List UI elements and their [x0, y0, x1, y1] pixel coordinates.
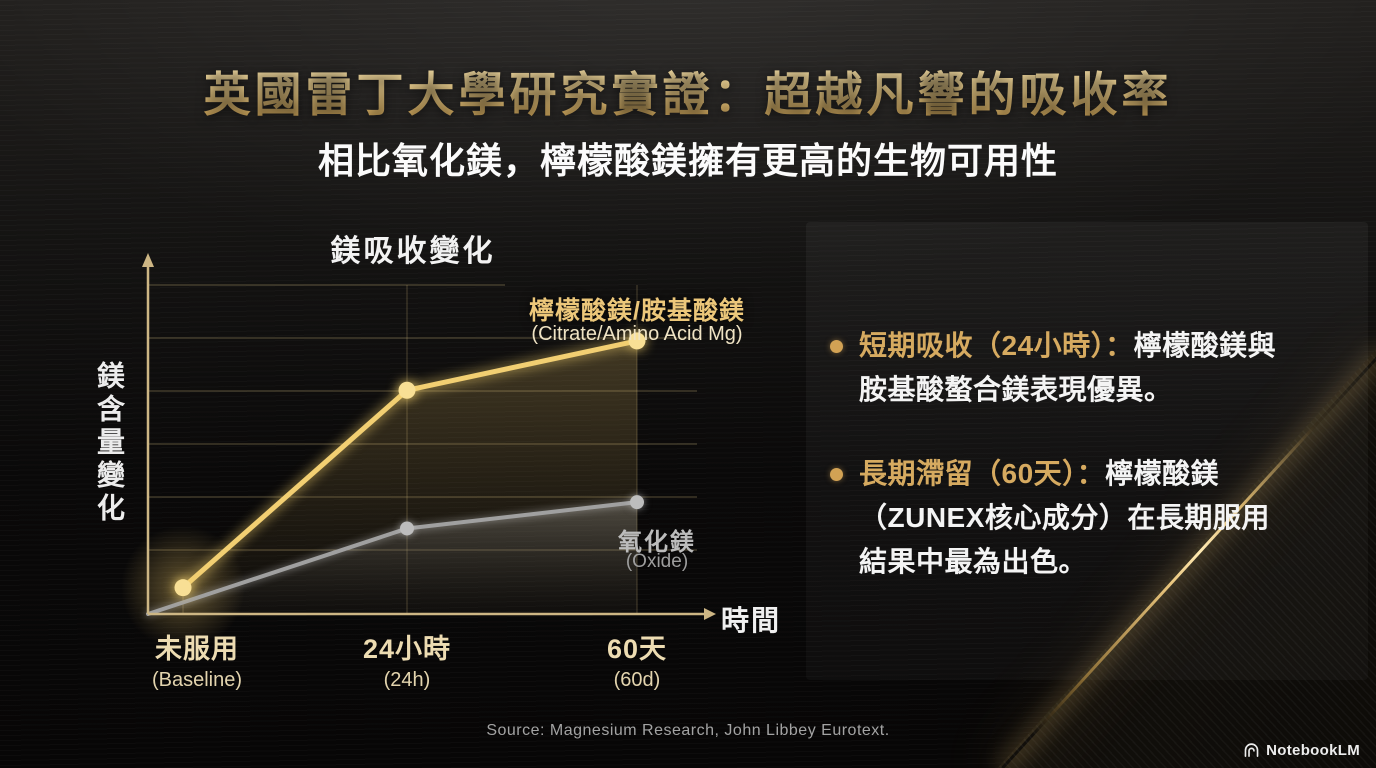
bullet-body: 檸檬酸鎂與: [1133, 330, 1277, 361]
x-tick-sublabel: (24h): [383, 669, 431, 691]
notebooklm-icon: [1244, 743, 1259, 757]
y-axis-arrow-icon: [142, 253, 154, 267]
x-tick-label: 60天: [606, 634, 668, 664]
bullet-body-line: 結果中最為出色。: [859, 546, 1088, 577]
slide-title: 英國雷丁大學研究實證：超越凡響的吸收率: [0, 56, 1376, 125]
y-axis-label: 鎂含量變化: [94, 361, 125, 526]
slide-subtitle: 相比氧化鎂，檸檬酸鎂擁有更高的生物可用性: [317, 140, 1058, 181]
x-tick-sublabel: (60d): [613, 669, 661, 691]
data-point: [400, 521, 414, 536]
source-citation: Source: Magnesium Research, John Libbey …: [486, 722, 890, 739]
brand-label: NotebookLM: [1266, 742, 1360, 759]
x-tick-baseline: 未服用 (Baseline): [152, 627, 242, 692]
data-point: [174, 579, 192, 597]
series-area-fill: [183, 340, 637, 614]
x-axis-label: 時間: [721, 605, 782, 636]
chart-title: 鎂吸收變化: [330, 235, 496, 268]
x-tick-label: 24小時: [362, 634, 452, 664]
bullet-item-long-term: 長期滯留（60天）：檸檬酸鎂 （ZUNEX核心成分）在長期服用 結果中最為出色。: [830, 452, 1340, 584]
bullet-body: 檸檬酸鎂: [1105, 458, 1220, 489]
x-tick-60d: 60天 (60d): [607, 627, 667, 692]
bullet-text: 短期吸收（24小時）：檸檬酸鎂與 胺基酸螯合鎂表現優異。: [859, 324, 1276, 412]
bullet-body-line: 胺基酸螯合鎂表現優異。: [859, 374, 1173, 405]
bullet-item-short-term: 短期吸收（24小時）：檸檬酸鎂與 胺基酸螯合鎂表現優異。: [830, 324, 1340, 412]
x-tick-24h: 24小時 (24h): [363, 627, 451, 692]
key-points-panel: 短期吸收（24小時）：檸檬酸鎂與 胺基酸螯合鎂表現優異。 長期滯留（60天）：檸…: [806, 222, 1368, 680]
legend-citrate-sublabel: (Citrate/Amino Acid Mg): [531, 323, 743, 345]
legend-oxide-sublabel: (Oxide): [625, 551, 689, 572]
bullet-text: 長期滯留（60天）：檸檬酸鎂 （ZUNEX核心成分）在長期服用 結果中最為出色。: [859, 452, 1270, 584]
bullet-dot-icon: [830, 468, 843, 481]
notebooklm-watermark: NotebookLM: [1243, 742, 1360, 759]
x-tick-label: 未服用: [154, 634, 239, 664]
bullet-dot-icon: [830, 340, 843, 353]
legend-citrate-label: 檸檬酸鎂/胺基酸鎂: [529, 297, 745, 325]
x-tick-sublabel: (Baseline): [151, 669, 243, 691]
data-point: [398, 381, 416, 399]
bullet-body-line: （ZUNEX核心成分）在長期服用: [859, 502, 1270, 533]
legend-oxide-label: 氧化鎂: [618, 529, 696, 556]
bullet-lead: 長期滯留（60天）：: [859, 458, 1106, 489]
data-point: [630, 495, 644, 510]
bullet-lead: 短期吸收（24小時）：: [859, 330, 1134, 361]
x-axis-arrow-icon: [704, 608, 716, 620]
data-point: [628, 332, 646, 350]
